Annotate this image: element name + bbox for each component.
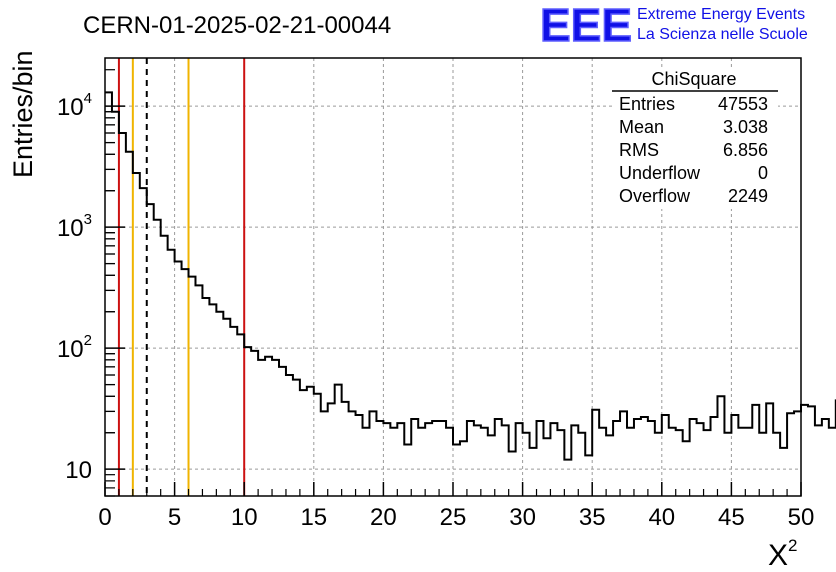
stats-value-underflow: 0 bbox=[758, 163, 768, 183]
y-tick-label: 102 bbox=[57, 332, 92, 363]
stats-label-entries: Entries bbox=[619, 94, 675, 114]
x-tick-label: 35 bbox=[579, 504, 606, 531]
stats-value-overflow: 2249 bbox=[728, 186, 768, 206]
run-title: CERN-01-2025-02-21-00044 bbox=[83, 12, 391, 39]
stats-label-mean: Mean bbox=[619, 117, 664, 137]
x-tick-label: 45 bbox=[718, 504, 745, 531]
plot-frame bbox=[104, 57, 802, 497]
y-tick-label: 104 bbox=[57, 90, 92, 121]
y-tick-label-base: 10 bbox=[57, 94, 84, 121]
x-tick-label: 20 bbox=[370, 504, 397, 531]
y-tick-label-exponent: 4 bbox=[84, 90, 92, 107]
y-tick-label-base: 10 bbox=[57, 215, 84, 242]
histogram-outline bbox=[105, 91, 836, 461]
eee-logo-line1: Extreme Energy Events bbox=[637, 6, 805, 23]
stats-value-mean: 3.038 bbox=[723, 117, 768, 137]
x-axis-label-superscript: 2 bbox=[788, 536, 797, 555]
y-tick-label-exponent: 2 bbox=[84, 332, 92, 349]
stats-value-entries: 47553 bbox=[718, 94, 768, 114]
y-tick-label: 10 bbox=[65, 457, 92, 484]
stats-title: ChiSquare bbox=[651, 69, 736, 89]
stats-label-rms: RMS bbox=[619, 140, 659, 160]
x-tick-label: 25 bbox=[440, 504, 467, 531]
eee-logo: EEE Extreme Energy Events La Scienza nel… bbox=[539, 0, 808, 52]
y-tick-label-exponent: 3 bbox=[84, 211, 92, 228]
stats-label-overflow: Overflow bbox=[619, 186, 691, 206]
y-tick-label-base: 10 bbox=[57, 336, 84, 363]
axis-ticks bbox=[104, 69, 802, 497]
x-tick-label: 15 bbox=[300, 504, 327, 531]
x-axis-label-base: X bbox=[768, 539, 788, 572]
x-tick-label: 50 bbox=[788, 504, 815, 531]
y-tick-label: 103 bbox=[57, 211, 92, 242]
x-tick-label: 40 bbox=[648, 504, 675, 531]
y-tick-label-base: 10 bbox=[65, 457, 92, 484]
eee-logo-text: EEE bbox=[540, 0, 632, 51]
x-tick-label: 0 bbox=[98, 504, 111, 531]
x-tick-label: 10 bbox=[231, 504, 258, 531]
x-axis-label: X2 bbox=[768, 536, 797, 572]
eee-logo-line2: La Scienza nelle Scuole bbox=[637, 26, 808, 43]
stats-value-rms: 6.856 bbox=[723, 140, 768, 160]
x-tick-labels: 0 5 10 15 20 25 30 35 40 45 50 bbox=[98, 504, 814, 531]
stats-box: ChiSquare Entries 47553 Mean 3.038 RMS 6.856 U… bbox=[612, 67, 778, 209]
stats-rows: Entries 47553 Mean 3.038 RMS 6.856 Underflow 0 O… bbox=[619, 94, 768, 206]
x-tick-label: 5 bbox=[168, 504, 181, 531]
y-axis-label: Entries/bin bbox=[8, 50, 38, 178]
stats-label-underflow: Underflow bbox=[619, 163, 701, 183]
x-tick-label: 30 bbox=[509, 504, 536, 531]
